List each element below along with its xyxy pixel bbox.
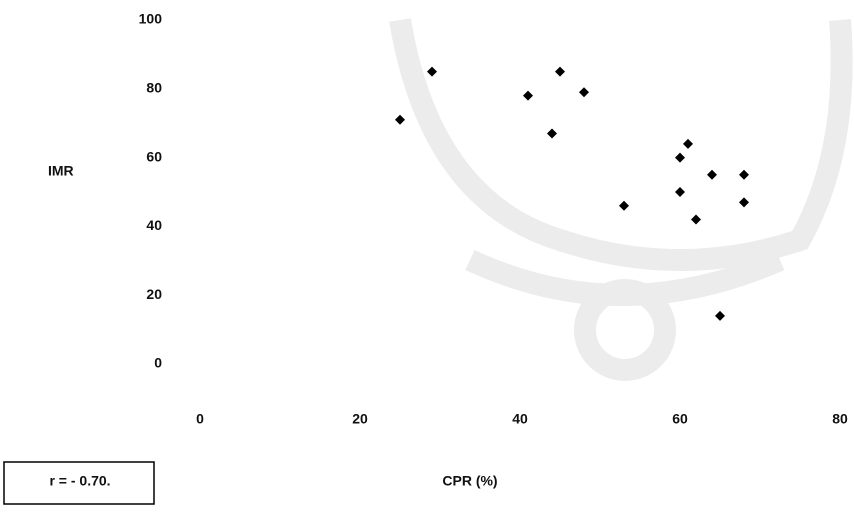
x-axis-label: CPR (%)	[442, 473, 497, 489]
data-point	[707, 170, 717, 180]
data-point	[683, 139, 693, 149]
data-point	[547, 129, 557, 139]
data-point	[715, 311, 725, 321]
data-point	[739, 197, 749, 207]
data-point	[579, 87, 589, 97]
y-tick-label: 100	[139, 11, 163, 27]
y-tick-label: 40	[146, 217, 162, 233]
y-tick-label: 0	[154, 355, 162, 371]
x-tick-label: 20	[352, 411, 368, 427]
y-tick-label: 80	[146, 80, 162, 96]
data-point	[427, 67, 437, 77]
data-point	[691, 215, 701, 225]
data-point	[739, 170, 749, 180]
watermark	[400, 20, 842, 370]
y-tick-label: 60	[146, 148, 162, 164]
y-tick-label: 20	[146, 286, 162, 302]
x-tick-label: 60	[672, 411, 688, 427]
data-point	[619, 201, 629, 211]
chart: IMR CPR (%) r = - 0.70. 0 20 40 60 80 100 0 20 4…	[0, 0, 854, 521]
data-point	[555, 67, 565, 77]
data-point	[675, 187, 685, 197]
y-axis-label: IMR	[48, 163, 74, 179]
data-point	[675, 153, 685, 163]
x-tick-label: 40	[512, 411, 528, 427]
data-point	[395, 115, 405, 125]
x-tick-label: 0	[196, 411, 204, 427]
x-tick-label: 80	[832, 411, 848, 427]
annotation: r = - 0.70.	[49, 473, 110, 489]
data-point	[523, 91, 533, 101]
